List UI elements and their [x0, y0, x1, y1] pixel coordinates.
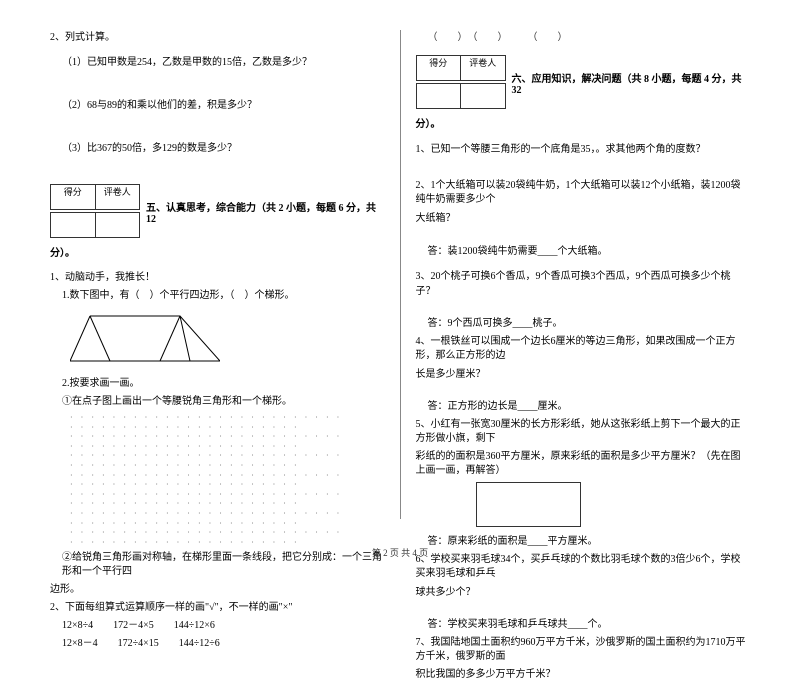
a6-3: 答：9个西瓜可换多____桃子。 [416, 317, 751, 331]
q6-1: 1、已知一个等腰三角形的一个底角是35，。求其他两个角的度数？ [416, 142, 751, 157]
s5-2b2: 边形。 [50, 583, 385, 597]
q2-header: 2、列式计算。 [50, 30, 385, 45]
s5-1: 1、动脑动手，我推长！ [50, 271, 385, 285]
dot-row: · · · · · · · · · · · · · · · · · · · · … [70, 490, 350, 509]
q6-7b: 积比我国的多多少万平方千米？ [416, 668, 751, 682]
dot-row: · · · · · · · · · · · · · · · · · · · · … [70, 413, 350, 432]
section6-title-cont: 分）。 [416, 117, 751, 132]
page-footer: 第 2 页 共 4 页 [0, 546, 800, 559]
dot-row: · · · · · · · · · · · · · · · · · · · · … [70, 451, 350, 470]
q6-4: 4、一根铁丝可以围成一个边长6厘米的等边三角形，如果改围成一个正方形，那么正方形… [416, 335, 751, 363]
a6-2: 答：装1200袋纯牛奶需要____个大纸箱。 [416, 244, 751, 259]
q6-3: 3、20个桃子可换6个香瓜，9个香瓜可换3个西瓜，9个西瓜可换多少个桃子？ [416, 269, 751, 299]
grader-value [96, 213, 140, 237]
right-column: （ ） （ ） （ ） 得分 评卷人 六、应用知识，解决问题（共 8 小题，每题… [406, 30, 761, 545]
q2-3: （3）比367的50倍，多129的数是多少？ [50, 141, 385, 156]
a6-4: 答：正方形的边长是____厘米。 [416, 400, 751, 414]
dot-row: · · · · · · · · · · · · · · · · · · · · … [70, 471, 350, 490]
left-column: 2、列式计算。 （1）已知甲数是254，乙数是甲数的15倍，乙数是多少？ （2）… [40, 30, 395, 545]
q6-5b: 彩纸的的面积是360平方厘米，原来彩纸的面积是多少平方厘米？（先在图上画一画，再… [416, 450, 751, 478]
q6-5: 5、小红有一张宽30厘米的长方形彩纸，她从这张彩纸上剪下一个最大的正方形做小旗，… [416, 418, 751, 446]
score-value [51, 213, 96, 237]
q6-4b: 长是多少厘米？ [416, 367, 751, 382]
section6-header-row: 得分 评卷人 六、应用知识，解决问题（共 8 小题，每题 4 分，共 32 [416, 55, 751, 111]
s5-2: 2.按要求画一画。 [50, 377, 385, 391]
s5-q2: 2、下面每组算式运算顺序一样的画"√"，不一样的画"×" [50, 601, 385, 615]
dot-row: · · · · · · · · · · · · · · · · · · · · … [70, 509, 350, 528]
s5-q2b: 12×8－4 172÷4×15 144÷12÷6 [50, 637, 385, 651]
column-divider [400, 30, 401, 519]
q6-2b: 大纸箱？ [416, 211, 751, 226]
s5-q2a: 12×8÷4 172－4×5 144÷12×6 [50, 619, 385, 633]
section5-header-row: 得分 评卷人 五、认真思考，综合能力（共 2 小题，每题 6 分，共 12 [50, 184, 385, 240]
section5-title: 五、认真思考，综合能力（共 2 小题，每题 6 分，共 12 [146, 199, 385, 225]
q6-2: 2、1个大纸箱可以装20袋纯牛奶，1个大纸箱可以装12个小纸箱，装1200袋纯牛… [416, 179, 751, 207]
score-value [417, 84, 462, 108]
dot-row: · · · · · · · · · · · · · · · · · · · · … [70, 432, 350, 451]
grader-label: 评卷人 [461, 56, 505, 80]
q5-rectangle-figure [476, 482, 581, 527]
score-label: 得分 [417, 56, 462, 80]
s5-2a: ①在点子图上画出一个等腰锐角三角形和一个梯形。 [50, 395, 385, 409]
section6-title: 六、应用知识，解决问题（共 8 小题，每题 4 分，共 32 [512, 70, 751, 96]
grader-label: 评卷人 [96, 185, 140, 209]
paren-row: （ ） （ ） （ ） [416, 30, 751, 45]
q2-1: （1）已知甲数是254，乙数是甲数的15倍，乙数是多少？ [50, 55, 385, 70]
q6-6b: 球共多少个？ [416, 585, 751, 600]
grader-value [461, 84, 505, 108]
trapezoid-figure [70, 311, 220, 366]
score-box-5: 得分 评卷人 [50, 184, 140, 240]
section5-title-cont: 分）。 [50, 246, 385, 261]
dot-grid: · · · · · · · · · · · · · · · · · · · · … [70, 413, 350, 547]
q6-7: 7、我国陆地国土面积约960万平方千米，沙俄罗斯的国土面积约为1710万平方千米… [416, 636, 751, 664]
s5-1a: 1.数下图中，有（ ）个平行四边形，（ ）个梯形。 [50, 289, 385, 303]
a6-6: 答：学校买来羽毛球和乒乓球共____个。 [416, 618, 751, 632]
q2-2: （2）68与89的和乘以他们的差，积是多少？ [50, 98, 385, 113]
dot-row: · · · · · · · · · · · · · · · · · · · · … [70, 528, 350, 547]
score-box-6: 得分 评卷人 [416, 55, 506, 111]
score-label: 得分 [51, 185, 96, 209]
page-container: 2、列式计算。 （1）已知甲数是254，乙数是甲数的15倍，乙数是多少？ （2）… [0, 0, 800, 565]
